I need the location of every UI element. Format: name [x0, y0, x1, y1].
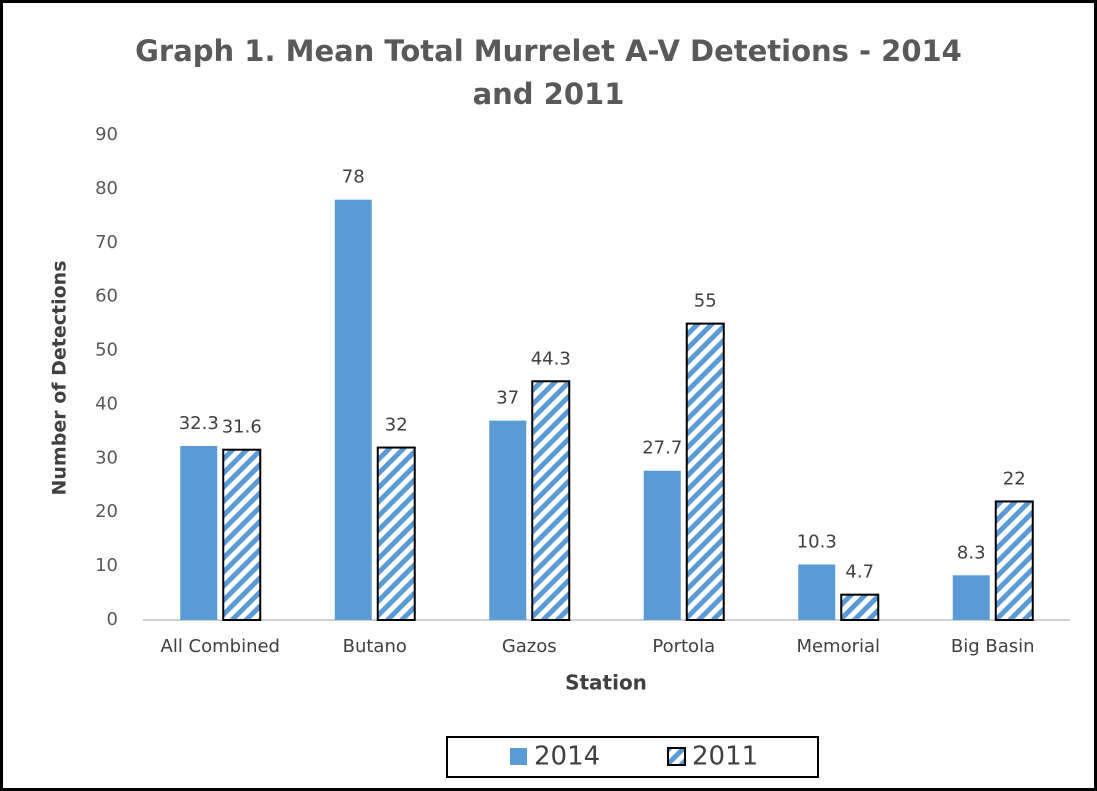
- y-tick-label: 30: [95, 447, 118, 468]
- bar: [994, 500, 1034, 622]
- y-tick-label: 50: [95, 340, 118, 361]
- value-label: 31.6: [222, 417, 262, 438]
- y-tick-label: 70: [95, 232, 118, 253]
- y-tick-label: 20: [95, 501, 118, 522]
- x-tick-label: Portola: [652, 636, 715, 657]
- x-tick-label: Butano: [343, 636, 407, 657]
- value-label: 4.7: [845, 562, 874, 583]
- y-tick-label: 80: [95, 178, 118, 199]
- bar: [489, 420, 527, 620]
- y-tick-label: 10: [95, 555, 118, 576]
- legend-label: 2011: [692, 742, 758, 772]
- chart-title: Graph 1. Mean Total Murrelet A-V Detetio…: [135, 34, 962, 111]
- value-label: 32: [385, 415, 408, 436]
- x-tick-label: Gazos: [502, 636, 557, 657]
- y-tick-label: 40: [95, 393, 118, 414]
- y-tick-label: 60: [95, 286, 118, 307]
- legend-swatch: [667, 747, 686, 766]
- x-tick-label: Big Basin: [951, 636, 1035, 657]
- legend-box: [446, 736, 819, 778]
- value-label: 27.7: [642, 438, 682, 459]
- x-axis-label: Station: [565, 671, 647, 695]
- bar: [531, 380, 571, 621]
- value-label: 37: [496, 388, 519, 409]
- bar: [376, 446, 416, 621]
- value-label: 44.3: [531, 348, 571, 369]
- bar: [952, 575, 990, 620]
- value-label: 8.3: [957, 542, 986, 563]
- legend-swatch: [510, 748, 527, 765]
- x-tick-label: All Combined: [161, 636, 281, 657]
- x-tick-label: Memorial: [796, 636, 880, 657]
- bar: [222, 448, 262, 622]
- y-tick-label: 0: [107, 609, 118, 630]
- bar: [840, 593, 880, 622]
- value-label: 22: [1003, 468, 1026, 489]
- y-tick-label: 90: [95, 124, 118, 145]
- value-label: 55: [694, 291, 717, 312]
- y-axis-label: Number of Detections: [49, 260, 71, 495]
- value-label: 10.3: [797, 531, 837, 552]
- legend-label: 2014: [534, 742, 600, 772]
- value-label: 32.3: [179, 413, 219, 434]
- bar: [643, 470, 681, 620]
- bar: [180, 445, 218, 620]
- bar: [334, 199, 372, 620]
- value-label: 78: [342, 167, 365, 188]
- bar: [798, 564, 836, 620]
- bar: [685, 322, 725, 621]
